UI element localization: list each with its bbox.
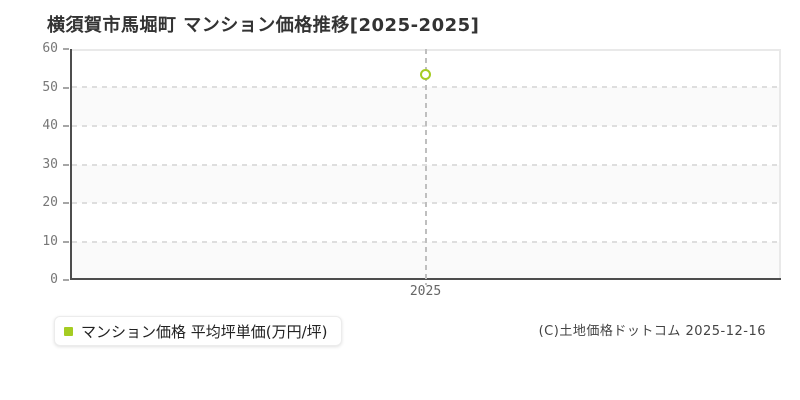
y-tick-label: 20 — [42, 195, 58, 210]
y-tick-mark — [63, 279, 69, 281]
copyright-text: (C)土地価格ドットコム 2025-12-16 — [538, 324, 766, 339]
legend-swatch-icon — [64, 326, 73, 336]
y-tick-mark — [63, 86, 69, 89]
legend: マンション価格 平均坪単価(万円/坪) — [54, 316, 342, 346]
plot-area — [70, 49, 781, 285]
x-axis-tick-label: 2025 — [409, 284, 442, 299]
chart-title: 横須賀市馬堀町 マンション価格推移[2025-2025] — [47, 15, 480, 36]
y-tick-label: 40 — [42, 118, 58, 133]
y-tick-label: 30 — [42, 156, 58, 172]
y-tick-label: 60 — [42, 41, 58, 56]
y-tick-label: 0 — [50, 272, 58, 287]
y-tick-mark — [63, 240, 69, 243]
y-tick-mark — [63, 125, 69, 127]
y-tick-label: 10 — [42, 233, 58, 249]
y-tick-mark — [63, 163, 69, 166]
y-tick-mark — [63, 48, 69, 50]
y-axis-line — [70, 49, 72, 280]
data-point-marker[interactable] — [420, 68, 431, 80]
legend-label: マンション価格 平均坪単価(万円/坪) — [81, 322, 328, 341]
x-gridline — [424, 49, 427, 285]
y-tick-label: 50 — [42, 79, 58, 95]
plot-border-right — [779, 49, 781, 280]
y-tick-mark — [63, 202, 69, 204]
